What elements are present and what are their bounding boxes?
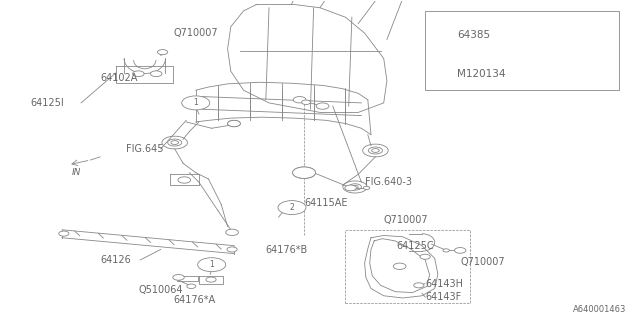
Circle shape <box>228 120 241 127</box>
Circle shape <box>394 263 406 269</box>
Text: 64125C: 64125C <box>396 241 434 251</box>
Text: 64125I: 64125I <box>30 98 64 108</box>
Text: A640001463: A640001463 <box>573 305 626 314</box>
Circle shape <box>227 247 237 252</box>
Circle shape <box>429 29 452 40</box>
Text: 1: 1 <box>438 30 444 39</box>
Text: 64385: 64385 <box>457 30 490 40</box>
Circle shape <box>59 231 69 236</box>
Circle shape <box>345 185 356 191</box>
Text: 2: 2 <box>289 203 294 212</box>
Text: Q710007: Q710007 <box>173 28 218 38</box>
Circle shape <box>316 103 329 109</box>
Text: M120134: M120134 <box>457 69 506 79</box>
Text: Q710007: Q710007 <box>384 215 428 225</box>
Circle shape <box>226 229 239 236</box>
Text: Q510064: Q510064 <box>138 285 183 295</box>
Circle shape <box>173 275 184 280</box>
Circle shape <box>171 141 179 144</box>
Circle shape <box>278 201 306 215</box>
Circle shape <box>364 186 370 189</box>
Text: 64102A: 64102A <box>100 73 138 83</box>
Text: 64176*A: 64176*A <box>173 295 216 305</box>
Text: 1: 1 <box>209 260 214 269</box>
Circle shape <box>206 277 216 282</box>
Circle shape <box>372 148 380 152</box>
Circle shape <box>132 71 144 76</box>
Circle shape <box>292 167 316 178</box>
Text: FIG.645: FIG.645 <box>125 144 163 154</box>
Text: 64176*B: 64176*B <box>266 245 308 255</box>
Circle shape <box>157 50 168 55</box>
Circle shape <box>454 248 466 253</box>
Bar <box>425 11 620 90</box>
Text: 64143H: 64143H <box>425 279 463 289</box>
Circle shape <box>150 71 162 76</box>
Text: IN: IN <box>72 168 81 177</box>
Circle shape <box>413 283 424 288</box>
Circle shape <box>443 249 449 252</box>
Circle shape <box>182 96 210 110</box>
Circle shape <box>198 258 226 272</box>
Text: 64143F: 64143F <box>425 292 461 302</box>
Circle shape <box>429 69 452 80</box>
Circle shape <box>178 177 191 183</box>
Circle shape <box>293 97 306 103</box>
Text: 1: 1 <box>193 99 198 108</box>
Circle shape <box>301 100 310 105</box>
Text: Q710007: Q710007 <box>460 257 505 267</box>
Circle shape <box>420 254 430 259</box>
Circle shape <box>352 185 358 188</box>
Text: 64115AE: 64115AE <box>304 198 348 208</box>
Circle shape <box>187 284 196 288</box>
Text: FIG.640-3: FIG.640-3 <box>365 177 412 187</box>
Text: 64126: 64126 <box>100 255 131 265</box>
Text: 2: 2 <box>438 70 444 79</box>
